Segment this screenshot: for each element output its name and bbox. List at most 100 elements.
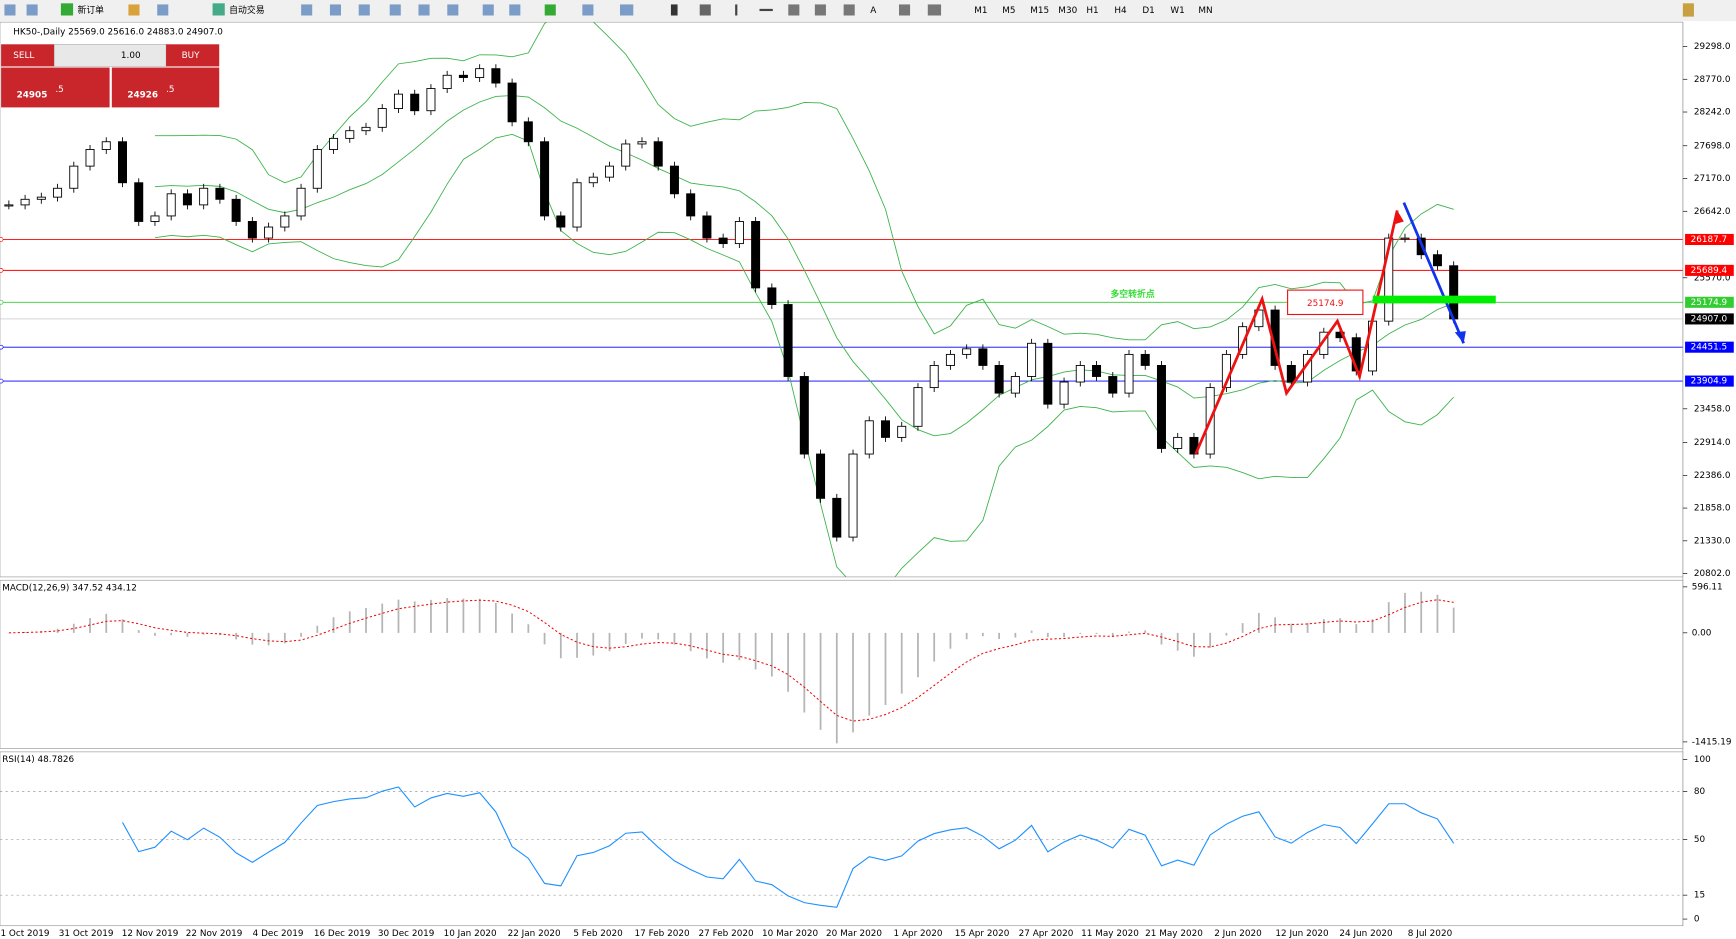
candle [702,215,712,239]
icon[interactable] [814,4,826,16]
date-label: 11 May 2020 [1081,929,1139,939]
level-tag [1685,233,1734,246]
level-anchor [0,344,4,350]
trend-arrow [1402,202,1465,344]
icon[interactable] [670,4,678,16]
candle [1432,254,1442,267]
candle [572,182,582,228]
candle [329,137,339,150]
level-anchor [0,299,4,305]
timeframe[interactable]: H1 [1086,6,1098,16]
price-tick-label: 27698.0 [1694,141,1731,151]
candle [377,108,387,128]
candle [556,215,566,228]
icon[interactable] [509,4,521,16]
icon[interactable] [482,4,494,16]
price-tick-label: 26642.0 [1694,207,1731,217]
arrow-head [1454,331,1466,344]
icon[interactable] [699,4,711,16]
candle [621,143,631,167]
sell-button[interactable] [1,44,55,67]
candle [929,365,939,389]
candle [393,93,403,109]
icon[interactable] [4,4,16,16]
lots[interactable]: 1.00 [121,51,141,61]
candle [182,193,192,206]
timeframe[interactable]: MN [1198,6,1212,16]
date-label: 1 Apr 2020 [894,929,943,939]
toolbar-icons [4,3,1694,17]
current-price-label: 24907.0 [1691,314,1728,324]
timeframe[interactable]: H4 [1114,6,1127,16]
icon[interactable] [899,4,911,16]
icon[interactable] [301,4,313,16]
icon[interactable] [418,4,430,16]
icon[interactable] [157,4,169,16]
candle [962,348,972,355]
date-label: 16 Dec 2019 [314,929,370,939]
candle [1173,436,1183,449]
icon[interactable] [128,4,140,16]
icon[interactable] [389,4,401,16]
icon[interactable] [544,4,556,16]
icon[interactable] [26,4,38,16]
date-label: 21 Oct 2019 [0,929,49,939]
icon[interactable] [582,4,594,16]
price-tick-label: 28770.0 [1694,75,1731,85]
level-label: 25689.4 [1691,266,1728,276]
candle [1027,342,1037,377]
new-order[interactable]: 新订单 [78,4,105,16]
candle [1010,376,1020,394]
timeframe[interactable]: M15 [1030,6,1049,16]
icon[interactable] [735,4,738,16]
candle [588,176,598,184]
candle [361,126,371,132]
date-label: 21 May 2020 [1145,929,1203,939]
date-label: 8 Jul 2020 [1408,929,1453,939]
icon[interactable] [788,4,800,16]
price-tick-label: 22386.0 [1694,471,1731,481]
timeframe[interactable]: M5 [1002,6,1015,16]
candle [1400,237,1410,240]
level-tag [1685,375,1734,387]
bid-price-box[interactable] [1,67,110,108]
buy-button[interactable] [166,44,220,67]
date-label: 24 Jun 2020 [1339,929,1393,939]
auto-trading[interactable]: 自动交易 [229,4,264,16]
candle [978,348,988,366]
icon[interactable] [60,3,74,16]
date-label: 4 Dec 2019 [253,929,304,939]
icon[interactable] [620,4,634,16]
icon[interactable] [1682,3,1694,17]
icon[interactable] [927,4,942,16]
candle [458,74,468,78]
icon[interactable] [212,3,225,16]
text-tool[interactable]: A [870,6,876,16]
ask-price-box[interactable] [111,67,220,108]
candle [832,497,842,538]
rsi-tick-label: 50 [1694,835,1706,845]
timeframe[interactable]: D1 [1142,6,1154,16]
icon[interactable] [843,4,855,16]
macd-label: MACD(12,26,9) 347.52 434.12 [2,583,137,593]
bollinger-band [154,22,1454,341]
candle [507,82,517,123]
candle [1286,365,1296,383]
icon[interactable] [447,4,459,16]
candle [410,93,420,112]
icon[interactable] [759,8,773,12]
level-tag [1685,296,1734,308]
icon[interactable] [358,4,370,16]
candle [637,141,647,145]
date-label: 12 Jun 2020 [1275,929,1329,939]
icon[interactable] [329,4,341,16]
rsi-tick-label: 100 [1694,755,1711,765]
timeframe[interactable]: M1 [974,6,987,16]
timeframe[interactable]: W1 [1170,6,1184,16]
candle [36,196,46,200]
timeframe[interactable]: M30 [1058,6,1077,16]
date-label: 17 Feb 2020 [635,929,690,939]
lot-box[interactable] [53,44,167,67]
candle [767,287,777,305]
